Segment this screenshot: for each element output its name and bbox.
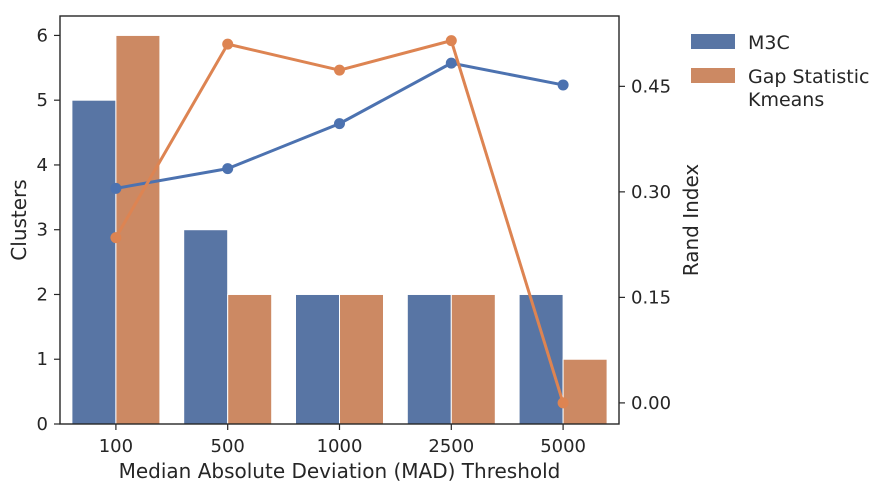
line-series-2-point-2500: [445, 35, 457, 47]
line-series-1-point-5000: [557, 79, 569, 91]
bar-series-2-1000: [339, 293, 384, 425]
y-tick-label-1: 1: [37, 349, 48, 370]
right-axis: 0.00 0.15 0.30 0.45: [619, 76, 671, 414]
y2-tick-label-0.15: 0.15: [631, 287, 671, 308]
line-series-2-point-1000: [334, 64, 345, 76]
line-series-2-point-500: [222, 38, 234, 50]
legend-label-2: Gap Statistic Kmeans: [748, 66, 869, 111]
lines: [110, 35, 569, 409]
line-series-2-point-100: [110, 232, 122, 244]
y-tick-label-0: 0: [37, 414, 48, 435]
y2-tick-label-0.45: 0.45: [631, 76, 671, 97]
line-series-1-point-1000: [334, 118, 345, 130]
legend-label-1: M3C: [748, 32, 790, 54]
bar-series-2-500: [227, 293, 273, 425]
left-axis: 0 1 2 3 4 5 6: [37, 25, 60, 435]
bar-series-1-2500: [406, 293, 452, 425]
legend-swatch-2: [691, 68, 735, 83]
line-series-2-point-5000: [557, 397, 569, 409]
x-tick-label-1000: 1000: [317, 436, 363, 457]
bar-series-2-5000: [562, 358, 608, 425]
bar-series-2-2500: [450, 293, 496, 425]
bar-series-1-1000: [295, 293, 340, 425]
y-tick-label-4: 4: [37, 155, 48, 176]
x-axis-label: Median Absolute Deviation (MAD) Threshol…: [119, 459, 561, 483]
legend: M3C Gap Statistic Kmeans: [691, 32, 869, 111]
bar-series-1-500: [183, 229, 229, 425]
x-tick-label-500: 500: [211, 436, 245, 457]
y2-axis-label: Rand Index: [679, 164, 703, 277]
line-series-1-point-100: [110, 182, 122, 194]
y-axis-label: Clusters: [7, 179, 31, 260]
x-tick-label-2500: 2500: [428, 436, 474, 457]
bar-series-1-100: [71, 99, 117, 425]
x-tick-label-100: 100: [99, 436, 133, 457]
y2-tick-label-0.30: 0.30: [631, 182, 671, 203]
x-tick-label-5000: 5000: [540, 436, 586, 457]
y-tick-label-2: 2: [37, 284, 48, 305]
y2-tick-label-0.00: 0.00: [631, 393, 671, 414]
bar-series-2-100: [115, 34, 161, 425]
x-axis: 100 500 1000 2500 5000: [99, 424, 586, 457]
y-tick-label-6: 6: [37, 25, 48, 46]
line-series-1-point-2500: [445, 57, 457, 69]
y-tick-label-3: 3: [37, 220, 48, 241]
bars: [71, 34, 608, 425]
legend-swatch-1: [691, 34, 735, 49]
line-series-1-point-500: [222, 163, 234, 175]
bar-series-1-5000: [518, 293, 564, 425]
y-tick-label-5: 5: [37, 90, 48, 111]
